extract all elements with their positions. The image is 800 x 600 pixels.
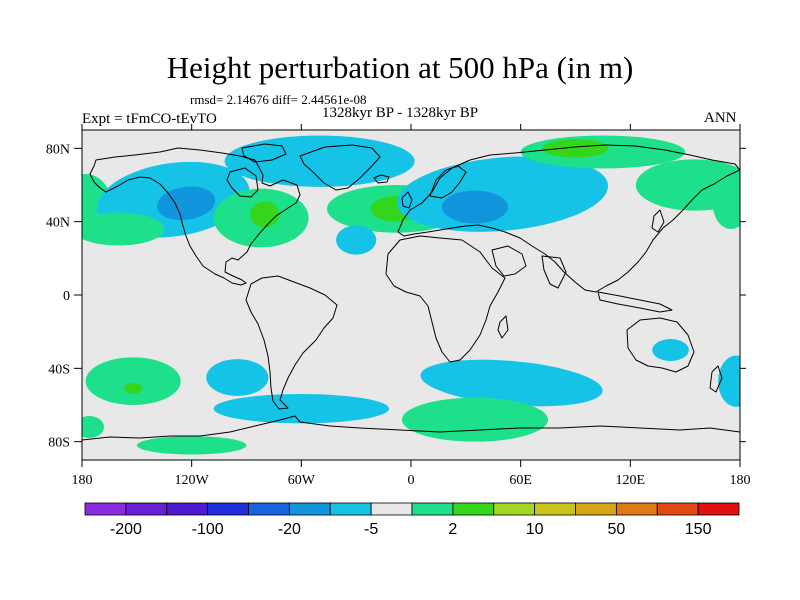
stats-text: rmsd= 2.14676 diff= 2.44561e-08 [190, 92, 367, 107]
coast-india [541, 255, 567, 289]
colorbar-label: -200 [110, 521, 142, 538]
coast-australia [626, 317, 695, 373]
colorbar-swatch [575, 502, 617, 516]
anomaly-eurasia-low-core [442, 190, 508, 224]
coast-madagascar [497, 315, 509, 339]
colorbar-swatch [452, 502, 495, 516]
colorbar-swatch [84, 502, 127, 516]
anomaly-spac-high [85, 357, 181, 405]
colorbar-swatch [534, 502, 576, 516]
colorbar-label: -100 [192, 521, 224, 538]
colorbar-label: 10 [526, 521, 544, 538]
colorbar: -200 -100 -20 -5 2 10 50 150 [84, 502, 740, 538]
lat-tick-label: 40N [46, 216, 70, 231]
colorbar-swatch [370, 502, 413, 516]
colorbar-label: 2 [448, 521, 457, 538]
coast-indonesia [597, 291, 673, 313]
coast-british-isles [401, 191, 413, 209]
coast-antarctica [82, 415, 740, 441]
colorbar-label: 150 [685, 521, 712, 538]
coast-north-america [89, 147, 301, 286]
coast-arctic-islands [241, 143, 287, 163]
coast-japan [651, 209, 665, 233]
plot-title: Height perturbation at 500 hPa (in m) [166, 50, 634, 85]
colorbar-swatch [329, 502, 372, 516]
anomaly-npac-low-core [157, 186, 216, 221]
colorbar-swatch [411, 502, 454, 516]
colorbar-swatch [248, 502, 290, 516]
colorbar-swatch [656, 502, 699, 516]
coast-iceland [373, 174, 390, 184]
coast-scandinavia [429, 165, 467, 199]
colorbar-swatch [493, 502, 536, 516]
lon-tick-label: 60E [509, 473, 532, 488]
anomaly-npac-high-south [82, 212, 165, 246]
anomaly-spac-low [206, 359, 269, 396]
coast-new-zealand [709, 365, 723, 393]
anomaly-siberia-high-core [542, 139, 609, 158]
experiment-label: Expt = tFmCO-tEvTO [82, 111, 217, 127]
anomaly-field [82, 130, 740, 460]
lon-tick-label: 0 [408, 473, 415, 488]
anomaly-arctic-low [224, 135, 415, 187]
lon-tick-label: 120W [175, 473, 210, 488]
lat-tick-label: 40S [48, 362, 70, 377]
colorbar-swatch [288, 502, 331, 516]
lat-tick-label: 0 [63, 289, 70, 304]
period-text: 1328kyr BP - 1328kyr BP [322, 105, 479, 121]
anomaly-sam-low [213, 394, 390, 424]
coastlines [82, 143, 740, 441]
anomaly-ant-high-west [136, 436, 247, 455]
anomaly-south-low-east [718, 355, 740, 407]
anomaly-satl-low [420, 359, 603, 407]
coast-arabia [491, 245, 527, 277]
colorbar-label: 50 [607, 521, 625, 538]
colorbar-swatch [615, 502, 658, 516]
lat-tick-label: 80S [48, 436, 70, 451]
colorbar-swatch [125, 502, 168, 516]
lat-tick-label: 80N [46, 142, 70, 157]
colorbar-label: -5 [364, 521, 378, 538]
longitude-axis: 180 120W 60W 0 60E 120E 180 [72, 124, 751, 488]
coast-africa [385, 235, 506, 363]
colorbar-swatch [697, 502, 740, 516]
lon-tick-label: 60W [288, 473, 316, 488]
anomaly-namer-high-core [250, 201, 280, 228]
coast-eurasia [397, 144, 740, 293]
season-label: ANN [704, 110, 737, 126]
colorbar-swatch [166, 502, 209, 516]
anomaly-npac-high-east2 [712, 177, 740, 229]
anomaly-spac-high-core [124, 383, 143, 394]
coast-hudson-bay [226, 167, 259, 198]
anomaly-natl-low [336, 225, 377, 255]
anomaly-south-high-west [82, 416, 104, 438]
colorbar-swatch [207, 502, 249, 516]
colorbar-label: -20 [278, 521, 301, 538]
latitude-axis: 80N 40N 0 40S 80S [46, 142, 746, 451]
anomaly-soc-high [401, 397, 549, 442]
lon-tick-label: 120E [616, 473, 646, 488]
anomaly-aus-low [652, 339, 689, 361]
coast-greenland [299, 144, 381, 191]
coast-south-america [245, 275, 338, 410]
lon-tick-label: 180 [730, 473, 751, 488]
lon-tick-label: 180 [72, 473, 93, 488]
